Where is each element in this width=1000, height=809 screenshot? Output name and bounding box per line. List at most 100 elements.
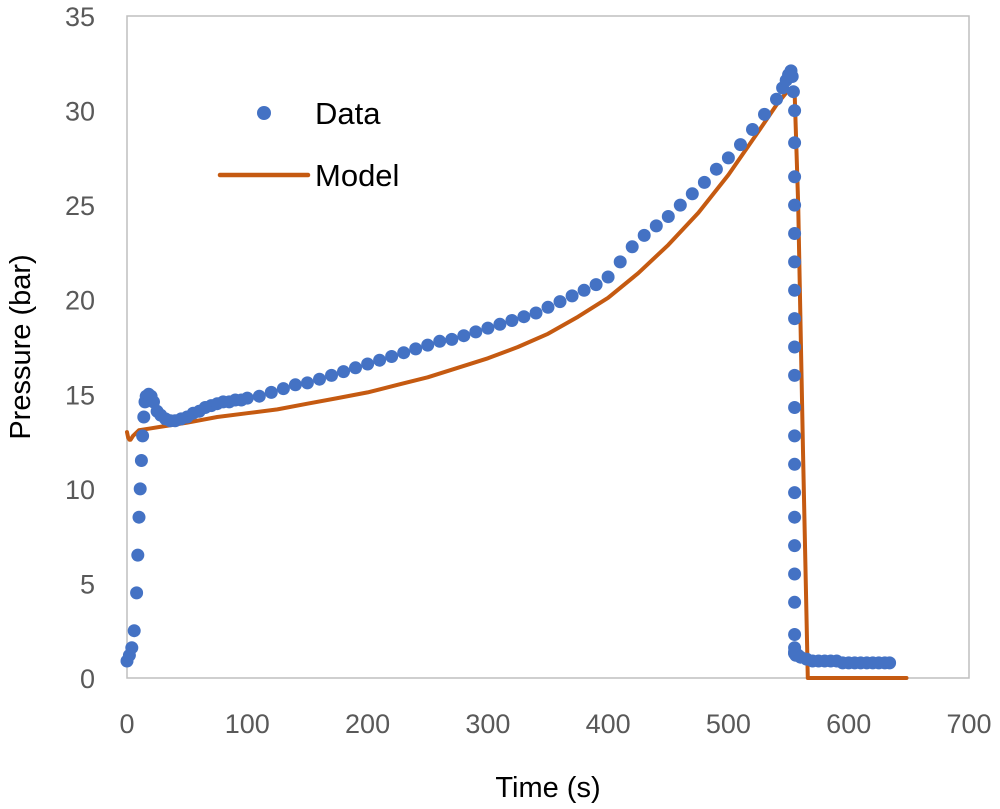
x-tick-label: 0 <box>119 709 134 739</box>
x-tick-label: 300 <box>465 709 510 739</box>
data-point <box>131 548 145 562</box>
data-point <box>788 104 802 118</box>
data-point <box>541 300 555 314</box>
y-tick-label: 15 <box>65 380 95 410</box>
y-tick-label: 35 <box>65 2 95 32</box>
x-tick-label: 600 <box>826 709 871 739</box>
data-point <box>788 170 802 184</box>
y-tick-label: 0 <box>80 664 95 694</box>
data-point <box>788 628 802 641</box>
y-axis-title: Pressure (bar) <box>5 254 37 439</box>
data-point <box>589 278 603 292</box>
data-point <box>613 255 627 269</box>
data-point <box>577 283 591 297</box>
legend-model-label: Model <box>315 158 399 193</box>
data-point <box>445 332 459 346</box>
data-point <box>788 340 802 354</box>
x-tick-label: 200 <box>345 709 390 739</box>
data-point <box>788 429 802 443</box>
data-point <box>788 539 802 553</box>
data-point <box>661 210 675 223</box>
data-point <box>469 325 483 339</box>
data-point <box>137 410 151 424</box>
data-point <box>373 353 387 367</box>
data-point <box>409 342 423 356</box>
data-point <box>601 270 615 284</box>
data-point <box>133 482 147 496</box>
data-point <box>337 365 350 379</box>
data-point <box>385 350 399 363</box>
x-tick-label: 100 <box>225 709 270 739</box>
data-point <box>697 175 711 189</box>
data-point <box>127 624 141 638</box>
data-point <box>264 385 278 399</box>
data-point <box>457 329 471 343</box>
y-tick-label: 30 <box>65 97 95 127</box>
y-tick-label: 10 <box>65 475 95 505</box>
x-axis-tick-labels: 0 100 200 300 400 500 600 700 <box>119 709 991 739</box>
data-point <box>134 454 148 467</box>
data-point <box>746 123 759 136</box>
data-point <box>313 372 326 386</box>
data-point <box>505 314 519 327</box>
data-point <box>481 321 495 335</box>
data-point <box>433 334 447 348</box>
data-point <box>788 198 802 212</box>
data-point <box>883 656 897 670</box>
data-point <box>788 227 802 240</box>
data-point <box>288 378 302 392</box>
data-point <box>788 283 802 297</box>
data-point <box>685 187 699 201</box>
y-tick-label: 25 <box>65 191 95 221</box>
data-point <box>300 376 314 390</box>
data-point <box>132 510 146 524</box>
data-point <box>788 567 802 581</box>
x-axis-title: Time (s) <box>495 772 600 804</box>
data-point <box>788 312 802 326</box>
data-point <box>788 136 802 150</box>
y-axis-tick-labels: 0 5 10 15 20 25 30 35 <box>65 2 95 694</box>
x-tick-label: 500 <box>706 709 751 739</box>
data-series <box>120 64 897 670</box>
data-point <box>421 338 435 352</box>
data-point <box>709 162 723 176</box>
data-point <box>325 368 338 382</box>
data-point <box>361 357 375 371</box>
data-point <box>553 295 567 309</box>
data-point <box>397 346 411 360</box>
data-point <box>517 310 531 324</box>
data-point <box>493 317 507 331</box>
data-point <box>788 401 802 414</box>
data-point <box>785 70 799 83</box>
data-point <box>734 138 747 152</box>
data-point <box>565 289 579 303</box>
data-point <box>788 368 802 382</box>
data-point <box>649 219 663 233</box>
data-point <box>788 457 802 471</box>
data-point <box>625 240 639 254</box>
data-point <box>252 389 266 403</box>
data-point <box>637 228 651 242</box>
data-point <box>788 510 802 524</box>
legend-data-label: Data <box>315 96 381 131</box>
x-tick-label: 400 <box>586 709 631 739</box>
data-point <box>240 391 254 405</box>
data-point <box>125 641 139 655</box>
y-tick-label: 20 <box>65 286 95 316</box>
data-point <box>770 92 783 106</box>
data-point <box>529 306 543 320</box>
data-point <box>786 85 800 99</box>
legend-data-marker <box>257 106 271 120</box>
data-point <box>721 151 735 165</box>
data-point <box>758 107 771 121</box>
legend: Data Model <box>217 96 399 193</box>
data-point <box>130 586 144 600</box>
data-point <box>136 429 150 443</box>
data-point <box>788 595 802 609</box>
x-tick-label: 700 <box>946 709 991 739</box>
data-point <box>673 198 687 212</box>
data-point <box>349 361 362 375</box>
